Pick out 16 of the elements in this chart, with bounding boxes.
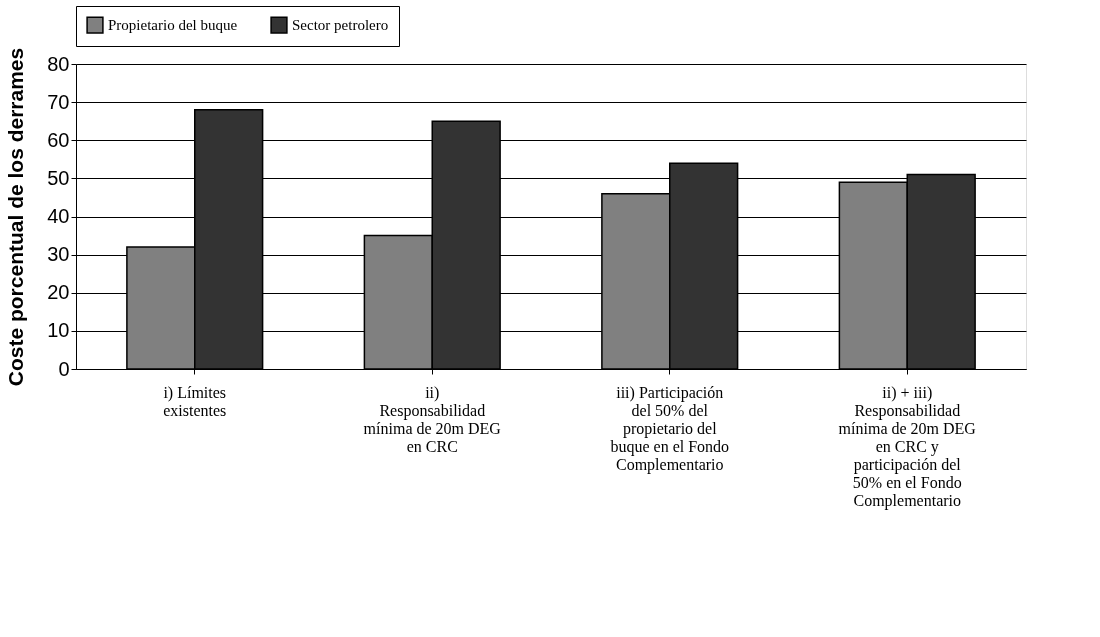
y-tick-label: 30	[47, 243, 70, 266]
y-tick-label: 60	[47, 128, 70, 151]
legend-label: Sector petrolero	[292, 17, 389, 34]
y-tick-label: 80	[47, 52, 70, 75]
y-tick-label: 40	[47, 205, 70, 227]
x-tick-label: ii) Responsabilidad mínima de 20m DEG en CRC	[363, 383, 502, 455]
y-tick-label: 70	[47, 90, 70, 113]
y-tick-label: 10	[47, 319, 70, 342]
legend-label: Propietario del buque	[108, 17, 238, 34]
x-tick-label: ii) + iii) Responsabilidad mínima de 20m DEG en CRC y participación del 50% en el Fondo Complementario	[838, 383, 977, 510]
x-tick-label: i) Límites existentes	[163, 383, 227, 419]
y-tick-label: 20	[47, 281, 70, 304]
x-tick-label: iii) Participación del 50% del propietario del buque en el Fondo Complementario	[610, 383, 730, 474]
y-axis-title: Coste porcentual de los derrames	[4, 47, 28, 387]
y-tick-label: 0	[58, 357, 70, 380]
y-tick-label: 50	[47, 166, 70, 189]
